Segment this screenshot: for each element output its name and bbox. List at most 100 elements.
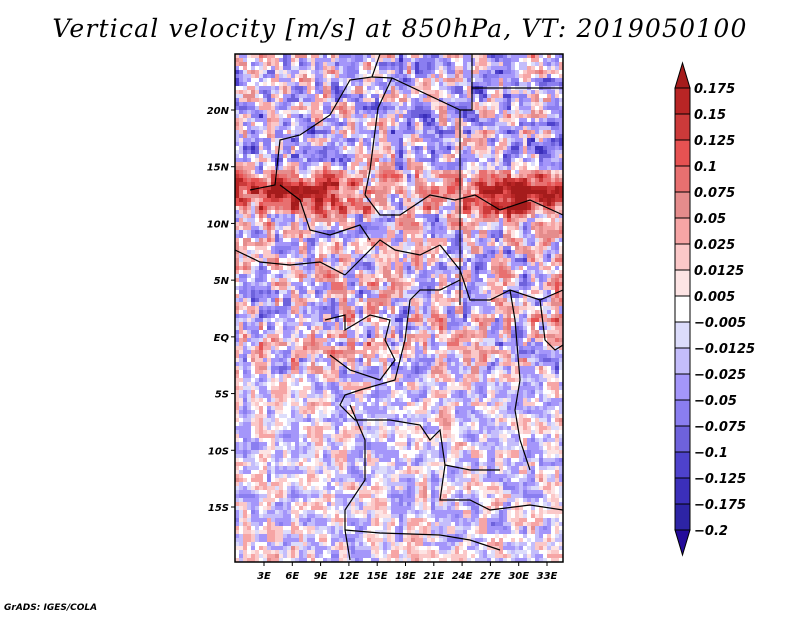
field-cell <box>323 62 327 66</box>
field-cell <box>435 58 439 62</box>
field-cell <box>315 202 319 206</box>
field-cell <box>459 290 463 294</box>
field-cell <box>387 178 391 182</box>
field-cell <box>339 162 343 166</box>
field-cell <box>299 110 303 114</box>
field-cell <box>559 150 563 154</box>
field-cell <box>475 238 479 242</box>
field-cell <box>267 278 271 282</box>
field-cell <box>343 186 347 190</box>
field-cell <box>551 274 555 278</box>
field-cell <box>519 118 523 122</box>
field-cell <box>443 130 447 134</box>
field-cell <box>283 162 287 166</box>
field-cell <box>371 250 375 254</box>
field-cell <box>247 54 251 58</box>
field-cell <box>323 258 327 262</box>
field-cell <box>427 186 431 190</box>
field-cell <box>391 170 395 174</box>
field-cell <box>451 174 455 178</box>
field-cell <box>439 134 443 138</box>
field-cell <box>279 258 283 262</box>
field-cell <box>407 230 411 234</box>
field-cell <box>307 182 311 186</box>
field-cell <box>383 54 387 58</box>
field-cell <box>539 174 543 178</box>
field-cell <box>347 122 351 126</box>
field-cell <box>323 134 327 138</box>
field-cell <box>295 122 299 126</box>
field-cell <box>251 170 255 174</box>
field-cell <box>267 154 271 158</box>
field-cell <box>475 198 479 202</box>
field-cell <box>311 82 315 86</box>
field-cell <box>311 154 315 158</box>
field-cell <box>399 202 403 206</box>
field-cell <box>283 246 287 250</box>
field-cell <box>327 290 331 294</box>
field-cell <box>387 78 391 82</box>
field-cell <box>347 198 351 202</box>
field-cell <box>435 258 439 262</box>
field-cell <box>283 214 287 218</box>
field-cell <box>347 90 351 94</box>
field-cell <box>303 86 307 90</box>
field-cell <box>259 194 263 198</box>
field-cell <box>315 94 319 98</box>
field-cell <box>507 258 511 262</box>
field-cell <box>403 106 407 110</box>
field-cell <box>531 166 535 170</box>
field-cell <box>547 102 551 106</box>
field-cell <box>539 266 543 270</box>
field-cell <box>419 278 423 282</box>
field-cell <box>315 142 319 146</box>
field-cell <box>487 102 491 106</box>
field-cell <box>355 174 359 178</box>
field-cell <box>271 258 275 262</box>
field-cell <box>379 54 383 58</box>
field-cell <box>331 126 335 130</box>
field-cell <box>407 102 411 106</box>
field-cell <box>295 182 299 186</box>
field-cell <box>463 70 467 74</box>
field-cell <box>235 242 239 246</box>
field-cell <box>351 166 355 170</box>
field-cell <box>255 98 259 102</box>
field-cell <box>471 134 475 138</box>
field-cell <box>435 290 439 294</box>
field-cell <box>379 78 383 82</box>
field-cell <box>383 102 387 106</box>
field-cell <box>331 246 335 250</box>
field-cell <box>271 182 275 186</box>
field-cell <box>447 170 451 174</box>
field-cell <box>443 126 447 130</box>
field-cell <box>351 250 355 254</box>
field-cell <box>251 58 255 62</box>
field-cell <box>239 186 243 190</box>
field-cell <box>559 286 563 290</box>
field-cell <box>507 94 511 98</box>
field-cell <box>271 114 275 118</box>
field-cell <box>307 130 311 134</box>
field-cell <box>523 250 527 254</box>
field-cell <box>259 230 263 234</box>
field-cell <box>383 106 387 110</box>
field-cell <box>535 170 539 174</box>
field-cell <box>303 178 307 182</box>
field-cell <box>383 246 387 250</box>
field-cell <box>247 202 251 206</box>
field-cell <box>243 138 247 142</box>
field-cell <box>471 106 475 110</box>
field-cell <box>403 170 407 174</box>
field-cell <box>391 94 395 98</box>
field-cell <box>539 226 543 230</box>
field-cell <box>383 206 387 210</box>
field-cell <box>391 250 395 254</box>
field-cell <box>527 130 531 134</box>
field-cell <box>411 218 415 222</box>
field-cell <box>287 270 291 274</box>
field-cell <box>539 150 543 154</box>
field-cell <box>523 58 527 62</box>
field-cell <box>419 226 423 230</box>
field-cell <box>407 278 411 282</box>
